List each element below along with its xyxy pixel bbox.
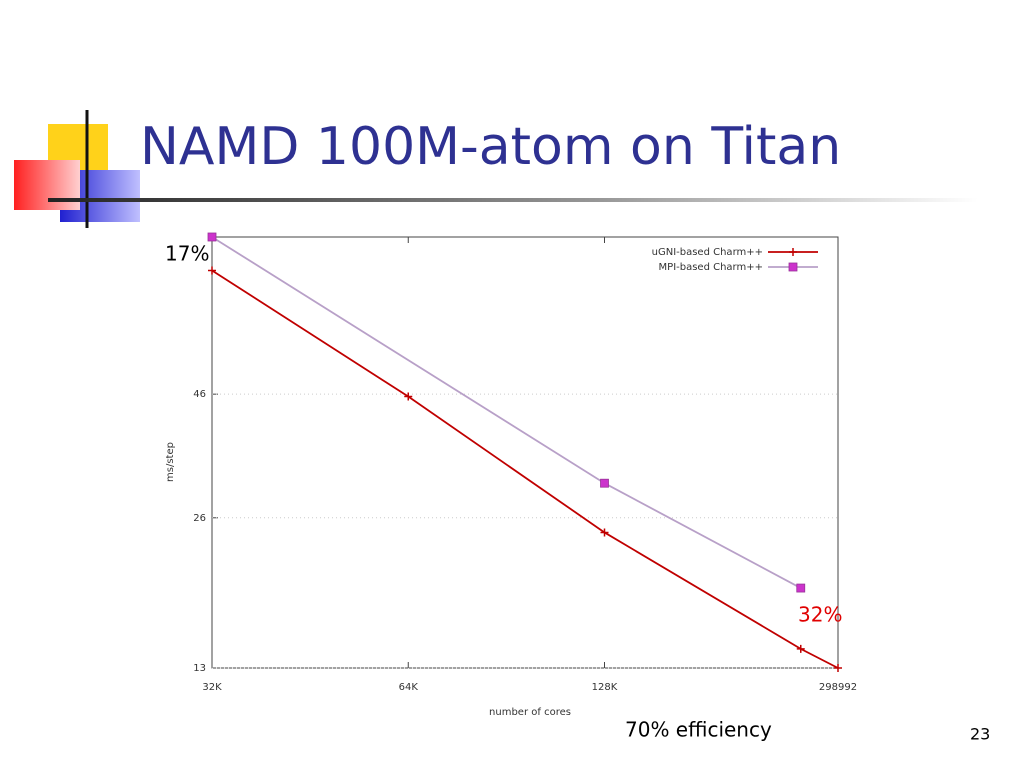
x-tick-label: 32K xyxy=(202,682,222,693)
legend-label: MPI-based Charm++ xyxy=(659,262,763,273)
x-tick-label: 64K xyxy=(399,682,419,693)
legend-label: uGNI-based Charm++ xyxy=(652,247,763,258)
x-tick-label: 128K xyxy=(592,682,618,693)
deco-red xyxy=(14,160,80,210)
slide-title: NAMD 100M-atom on Titan xyxy=(140,117,841,177)
data-point xyxy=(600,528,609,537)
x-tick-label: 298992 xyxy=(819,682,857,693)
slide-number: 23 xyxy=(970,725,990,744)
annotation: 32% xyxy=(798,603,842,627)
series-line xyxy=(211,269,839,669)
annotation: 17% xyxy=(165,242,209,266)
y-tick-label: 46 xyxy=(193,389,206,400)
legend-marker xyxy=(788,262,798,272)
y-axis-label: ms/step xyxy=(165,442,176,482)
data-point xyxy=(404,392,413,401)
data-point xyxy=(796,583,806,593)
data-point xyxy=(600,478,609,488)
data-point xyxy=(208,266,216,275)
data-point xyxy=(796,644,805,653)
legend-marker xyxy=(789,248,797,256)
y-tick-label: 13 xyxy=(193,663,206,674)
data-point xyxy=(207,232,217,242)
annotation: 70% efficiency xyxy=(625,718,772,742)
y-tick-label: 26 xyxy=(193,513,206,524)
x-axis-label: number of cores xyxy=(489,707,571,718)
title-rule xyxy=(48,198,978,202)
data-point xyxy=(834,664,842,672)
plot-frame xyxy=(211,236,839,669)
series-line xyxy=(211,236,802,589)
